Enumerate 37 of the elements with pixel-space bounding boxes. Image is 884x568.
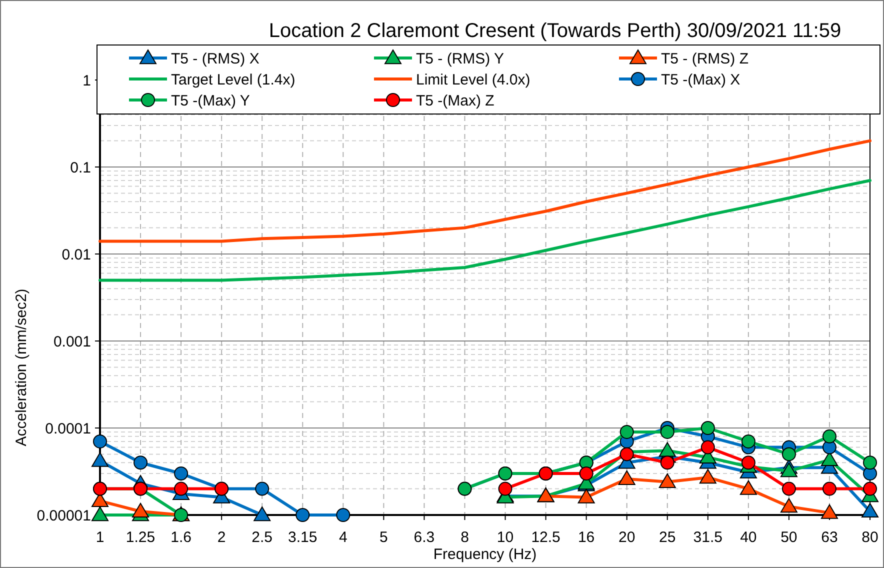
x-tick-label: 31.5 [693,529,722,546]
legend-label: T5 -(Max) Y [171,92,250,110]
x-tick-label: 20 [618,529,636,546]
x-tick-label: 6.3 [414,529,435,546]
y-axis-title: Acceleration (mm/sec2) [13,288,30,446]
x-tick-label: 40 [740,529,757,546]
y-tick-label: 0.001 [53,333,91,350]
x-tick-label: 63 [821,529,838,546]
chart-title: Location 2 Claremont Cresent (Towards Perth) 30/09/2021 11:59 [268,20,842,42]
x-tick-label: 4 [338,529,348,546]
y-tick-label: 0.0001 [45,420,91,438]
x-tick-label: 8 [460,529,469,546]
x-tick-label: 1.25 [126,529,156,546]
x-tick-label: 25 [659,529,676,546]
x-tick-label: 16 [578,529,595,546]
x-tick-label: 80 [862,529,878,546]
x-tick-label: 1 [96,529,104,546]
x-tick-label: 2 [217,529,226,546]
x-tick-label: 12.5 [531,529,560,546]
x-tick-label: 3.15 [288,529,318,546]
legend-label: T5 - (RMS) Y [416,50,504,68]
y-tick-label: 1 [82,72,91,90]
x-tick-label: 10 [496,529,514,546]
y-tick-label: 0.1 [70,159,91,176]
x-tick-label: 50 [780,529,798,546]
legend-label: T5 - (RMS) Z [661,50,748,68]
x-tick-label: 5 [380,529,388,546]
legend-label: T5 - (RMS) X [171,50,260,68]
y-tick-label: 0.01 [62,246,91,264]
legend-label: Target Level (1.4x) [171,71,296,88]
legend-label: Limit Level (4.0x) [416,71,530,88]
x-tick-label: 1.6 [170,529,192,546]
legend-label: T5 -(Max) Z [416,92,494,110]
y-tick-label: 0.00001 [36,507,91,524]
x-axis-title: Frequency (Hz) [433,546,537,563]
x-tick-label: 2.5 [252,529,273,546]
legend-label: T5 -(Max) X [661,71,740,88]
